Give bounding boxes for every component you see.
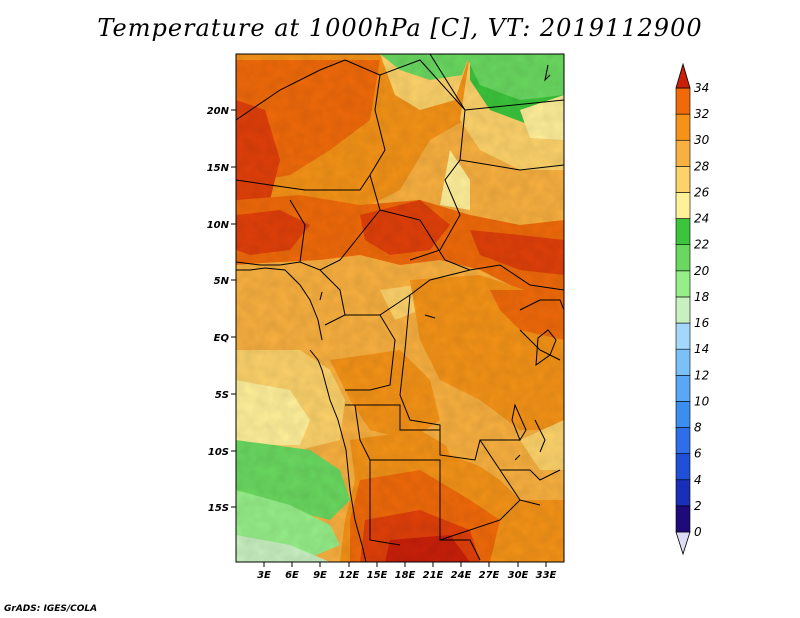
lon-label: 18E (395, 570, 416, 581)
colorbar-level-label: 10 (694, 394, 710, 408)
lon-label: 24E (451, 570, 472, 581)
colorbar-level-label: 32 (694, 107, 709, 121)
colorbar-level-label: 20 (694, 264, 710, 278)
lon-label: 15E (367, 570, 388, 581)
colorbar-level-label: 18 (694, 290, 710, 304)
lon-label: 21E (423, 570, 444, 581)
colorbar-segment (675, 479, 691, 507)
map-title: Temperature at 1000hPa [C], VT: 20191129… (97, 14, 703, 42)
colorbar-level-label: 28 (694, 159, 710, 173)
lon-tick: 9E (313, 562, 327, 581)
lon-tick: 27E (479, 562, 500, 581)
colorbar-segment (675, 453, 691, 481)
lat-label: 15S (208, 503, 229, 514)
lon-tick: 3E (257, 562, 271, 581)
colorbar-level-label: 4 (694, 473, 702, 487)
colorbar-segment (675, 427, 691, 454)
colorbar-level-label: 14 (694, 342, 709, 356)
lon-label: 6E (285, 570, 299, 581)
colorbar-bottom-triangle (675, 531, 691, 556)
lat-tick: 10N (207, 220, 236, 231)
country-borders (236, 54, 564, 562)
colorbar-segment (675, 166, 691, 193)
colorbar-level-label: 22 (694, 238, 709, 252)
lat-tick: 5S (215, 390, 236, 401)
lon-label: 12E (339, 570, 360, 581)
lat-label: 10N (207, 220, 230, 231)
lat-tick: 20N (207, 106, 236, 117)
colorbar-segment (675, 139, 691, 167)
lat-tick: 10S (208, 447, 236, 458)
lon-label: 30E (508, 570, 529, 581)
lon-tick: 33E (536, 562, 557, 581)
lat-label: 10S (208, 447, 229, 458)
colorbar-top-triangle (675, 62, 691, 89)
colorbar-segment (675, 270, 691, 298)
colorbar-level-label: 12 (694, 368, 709, 382)
lat-label: EQ (214, 333, 230, 344)
lat-tick: 15N (207, 163, 236, 174)
colorbar-segments (675, 62, 691, 556)
lat-axis: 20N 15N 10N 5N EQ 5S 10S 15S (207, 106, 236, 514)
colorbar-level-label: 6 (694, 447, 702, 461)
lat-tick: EQ (214, 333, 236, 344)
lat-tick: 5N (214, 276, 236, 287)
lon-tick: 24E (451, 562, 472, 581)
colorbar-level-label: 30 (694, 133, 710, 147)
lon-axis: 3E 6E 9E 12E 15E 18E 21E 24E 27E 30E 33E (257, 562, 557, 581)
lat-tick: 15S (208, 503, 236, 514)
colorbar-segment (675, 296, 691, 324)
colorbar-segment (675, 192, 691, 219)
lon-tick: 12E (339, 562, 360, 581)
lon-tick: 6E (285, 562, 299, 581)
lon-tick: 21E (423, 562, 444, 581)
colorbar-level-label: 0 (694, 525, 702, 539)
colorbar-segment (675, 113, 691, 141)
lat-label: 5N (214, 276, 230, 287)
lon-label: 9E (313, 570, 327, 581)
colorbar-level-label: 2 (694, 499, 702, 513)
colorbar-level-label: 8 (694, 421, 702, 435)
colorbar-segment (675, 401, 691, 428)
colorbar-level-label: 16 (694, 316, 710, 330)
lon-tick: 15E (367, 562, 388, 581)
lon-label: 3E (257, 570, 271, 581)
colorbar-segment (675, 218, 691, 246)
lat-label: 5S (215, 390, 229, 401)
lon-label: 33E (536, 570, 557, 581)
map-frame (235, 53, 565, 563)
colorbar-segment (675, 87, 691, 115)
lon-tick: 30E (508, 562, 529, 581)
colorbar-segment (675, 322, 691, 350)
lat-label: 15N (207, 163, 230, 174)
colorbar-segment (675, 505, 691, 533)
colorbar-segment (675, 244, 691, 272)
grads-credit: GrADS: IGES/COLA (4, 604, 98, 614)
colorbar-segment (675, 374, 691, 402)
colorbar-level-label: 24 (694, 212, 709, 226)
lon-label: 27E (479, 570, 500, 581)
colorbar-level-label: 34 (694, 81, 709, 95)
colorbar-segment (675, 348, 691, 376)
lat-label: 20N (207, 106, 230, 117)
lon-tick: 18E (395, 562, 416, 581)
colorbar-level-label: 26 (694, 185, 710, 199)
